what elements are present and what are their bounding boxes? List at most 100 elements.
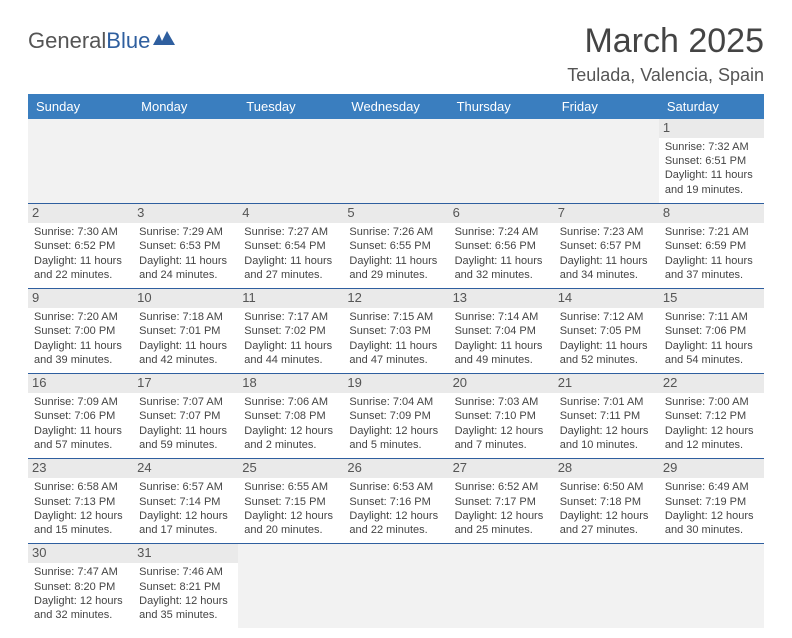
- sunset-text: Sunset: 7:06 PM: [663, 324, 760, 338]
- sunset-text: Sunset: 7:06 PM: [32, 409, 129, 423]
- logo: GeneralBlue: [28, 28, 175, 54]
- sunrise-text: Sunrise: 7:26 AM: [347, 225, 444, 239]
- day-number: 19: [343, 374, 448, 393]
- daylight-text: Daylight: 12 hours: [242, 509, 339, 523]
- day-cell: [28, 119, 133, 204]
- day-cell: 6Sunrise: 7:24 AMSunset: 6:56 PMDaylight…: [449, 204, 554, 289]
- day-cell: 23Sunrise: 6:58 AMSunset: 7:13 PMDayligh…: [28, 459, 133, 544]
- day-header: Friday: [554, 94, 659, 119]
- day-header-row: Sunday Monday Tuesday Wednesday Thursday…: [28, 94, 764, 119]
- sunrise-text: Sunrise: 7:24 AM: [453, 225, 550, 239]
- daylight-text: Daylight: 12 hours: [558, 424, 655, 438]
- daylight-text: Daylight: 12 hours: [137, 594, 234, 608]
- day-number: 5: [343, 204, 448, 223]
- sunrise-text: Sunrise: 7:47 AM: [32, 565, 129, 579]
- daylight-text: and 27 minutes.: [558, 523, 655, 537]
- daylight-text: Daylight: 12 hours: [663, 509, 760, 523]
- daylight-text: Daylight: 12 hours: [137, 509, 234, 523]
- sunset-text: Sunset: 7:05 PM: [558, 324, 655, 338]
- day-cell: 24Sunrise: 6:57 AMSunset: 7:14 PMDayligh…: [133, 459, 238, 544]
- day-cell: 17Sunrise: 7:07 AMSunset: 7:07 PMDayligh…: [133, 374, 238, 459]
- daylight-text: Daylight: 11 hours: [347, 254, 444, 268]
- day-cell: [343, 119, 448, 204]
- daylight-text: and 7 minutes.: [453, 438, 550, 452]
- day-cell: 10Sunrise: 7:18 AMSunset: 7:01 PMDayligh…: [133, 289, 238, 374]
- logo-text: GeneralBlue: [28, 28, 150, 54]
- daylight-text: and 49 minutes.: [453, 353, 550, 367]
- week-row: 23Sunrise: 6:58 AMSunset: 7:13 PMDayligh…: [28, 459, 764, 544]
- day-number: 14: [554, 289, 659, 308]
- sunset-text: Sunset: 6:56 PM: [453, 239, 550, 253]
- daylight-text: Daylight: 12 hours: [453, 424, 550, 438]
- day-cell: 16Sunrise: 7:09 AMSunset: 7:06 PMDayligh…: [28, 374, 133, 459]
- day-cell: [238, 119, 343, 204]
- sunset-text: Sunset: 7:01 PM: [137, 324, 234, 338]
- daylight-text: and 54 minutes.: [663, 353, 760, 367]
- day-cell: 22Sunrise: 7:00 AMSunset: 7:12 PMDayligh…: [659, 374, 764, 459]
- daylight-text: and 24 minutes.: [137, 268, 234, 282]
- sunrise-text: Sunrise: 7:30 AM: [32, 225, 129, 239]
- day-number: 16: [28, 374, 133, 393]
- day-number: 10: [133, 289, 238, 308]
- day-cell: [238, 544, 343, 629]
- sunrise-text: Sunrise: 6:57 AM: [137, 480, 234, 494]
- day-cell: [554, 119, 659, 204]
- daylight-text: Daylight: 11 hours: [347, 339, 444, 353]
- day-header: Tuesday: [238, 94, 343, 119]
- daylight-text: and 29 minutes.: [347, 268, 444, 282]
- daylight-text: Daylight: 11 hours: [137, 254, 234, 268]
- sunset-text: Sunset: 7:17 PM: [453, 495, 550, 509]
- day-number: 7: [554, 204, 659, 223]
- day-number: 9: [28, 289, 133, 308]
- daylight-text: Daylight: 12 hours: [32, 594, 129, 608]
- day-cell: [133, 119, 238, 204]
- day-header: Monday: [133, 94, 238, 119]
- sunset-text: Sunset: 7:19 PM: [663, 495, 760, 509]
- sunset-text: Sunset: 6:54 PM: [242, 239, 339, 253]
- day-header: Saturday: [659, 94, 764, 119]
- day-cell: 1Sunrise: 7:32 AMSunset: 6:51 PMDaylight…: [659, 119, 764, 204]
- day-number: 13: [449, 289, 554, 308]
- daylight-text: Daylight: 12 hours: [32, 509, 129, 523]
- day-number: 12: [343, 289, 448, 308]
- day-cell: [659, 544, 764, 629]
- daylight-text: Daylight: 11 hours: [558, 339, 655, 353]
- day-number: 22: [659, 374, 764, 393]
- day-number: 27: [449, 459, 554, 478]
- day-cell: 14Sunrise: 7:12 AMSunset: 7:05 PMDayligh…: [554, 289, 659, 374]
- daylight-text: Daylight: 12 hours: [347, 424, 444, 438]
- sunset-text: Sunset: 8:21 PM: [137, 580, 234, 594]
- daylight-text: and 22 minutes.: [32, 268, 129, 282]
- day-number: 21: [554, 374, 659, 393]
- day-cell: 19Sunrise: 7:04 AMSunset: 7:09 PMDayligh…: [343, 374, 448, 459]
- day-header: Sunday: [28, 94, 133, 119]
- daylight-text: and 30 minutes.: [663, 523, 760, 537]
- sunrise-text: Sunrise: 6:58 AM: [32, 480, 129, 494]
- day-number: 6: [449, 204, 554, 223]
- day-number: 18: [238, 374, 343, 393]
- day-number: 1: [659, 119, 764, 138]
- sunset-text: Sunset: 7:03 PM: [347, 324, 444, 338]
- day-number: 23: [28, 459, 133, 478]
- daylight-text: and 34 minutes.: [558, 268, 655, 282]
- sunset-text: Sunset: 6:59 PM: [663, 239, 760, 253]
- sunset-text: Sunset: 6:55 PM: [347, 239, 444, 253]
- day-number: 28: [554, 459, 659, 478]
- day-cell: 11Sunrise: 7:17 AMSunset: 7:02 PMDayligh…: [238, 289, 343, 374]
- daylight-text: and 47 minutes.: [347, 353, 444, 367]
- daylight-text: Daylight: 11 hours: [558, 254, 655, 268]
- sunset-text: Sunset: 6:51 PM: [663, 154, 760, 168]
- sunrise-text: Sunrise: 6:55 AM: [242, 480, 339, 494]
- sunset-text: Sunset: 7:04 PM: [453, 324, 550, 338]
- daylight-text: Daylight: 12 hours: [453, 509, 550, 523]
- day-cell: 15Sunrise: 7:11 AMSunset: 7:06 PMDayligh…: [659, 289, 764, 374]
- sunset-text: Sunset: 6:52 PM: [32, 239, 129, 253]
- sunrise-text: Sunrise: 7:01 AM: [558, 395, 655, 409]
- day-cell: 9Sunrise: 7:20 AMSunset: 7:00 PMDaylight…: [28, 289, 133, 374]
- sunrise-text: Sunrise: 7:06 AM: [242, 395, 339, 409]
- day-cell: [343, 544, 448, 629]
- sunset-text: Sunset: 7:11 PM: [558, 409, 655, 423]
- daylight-text: and 32 minutes.: [32, 608, 129, 622]
- daylight-text: Daylight: 11 hours: [242, 339, 339, 353]
- sunrise-text: Sunrise: 7:46 AM: [137, 565, 234, 579]
